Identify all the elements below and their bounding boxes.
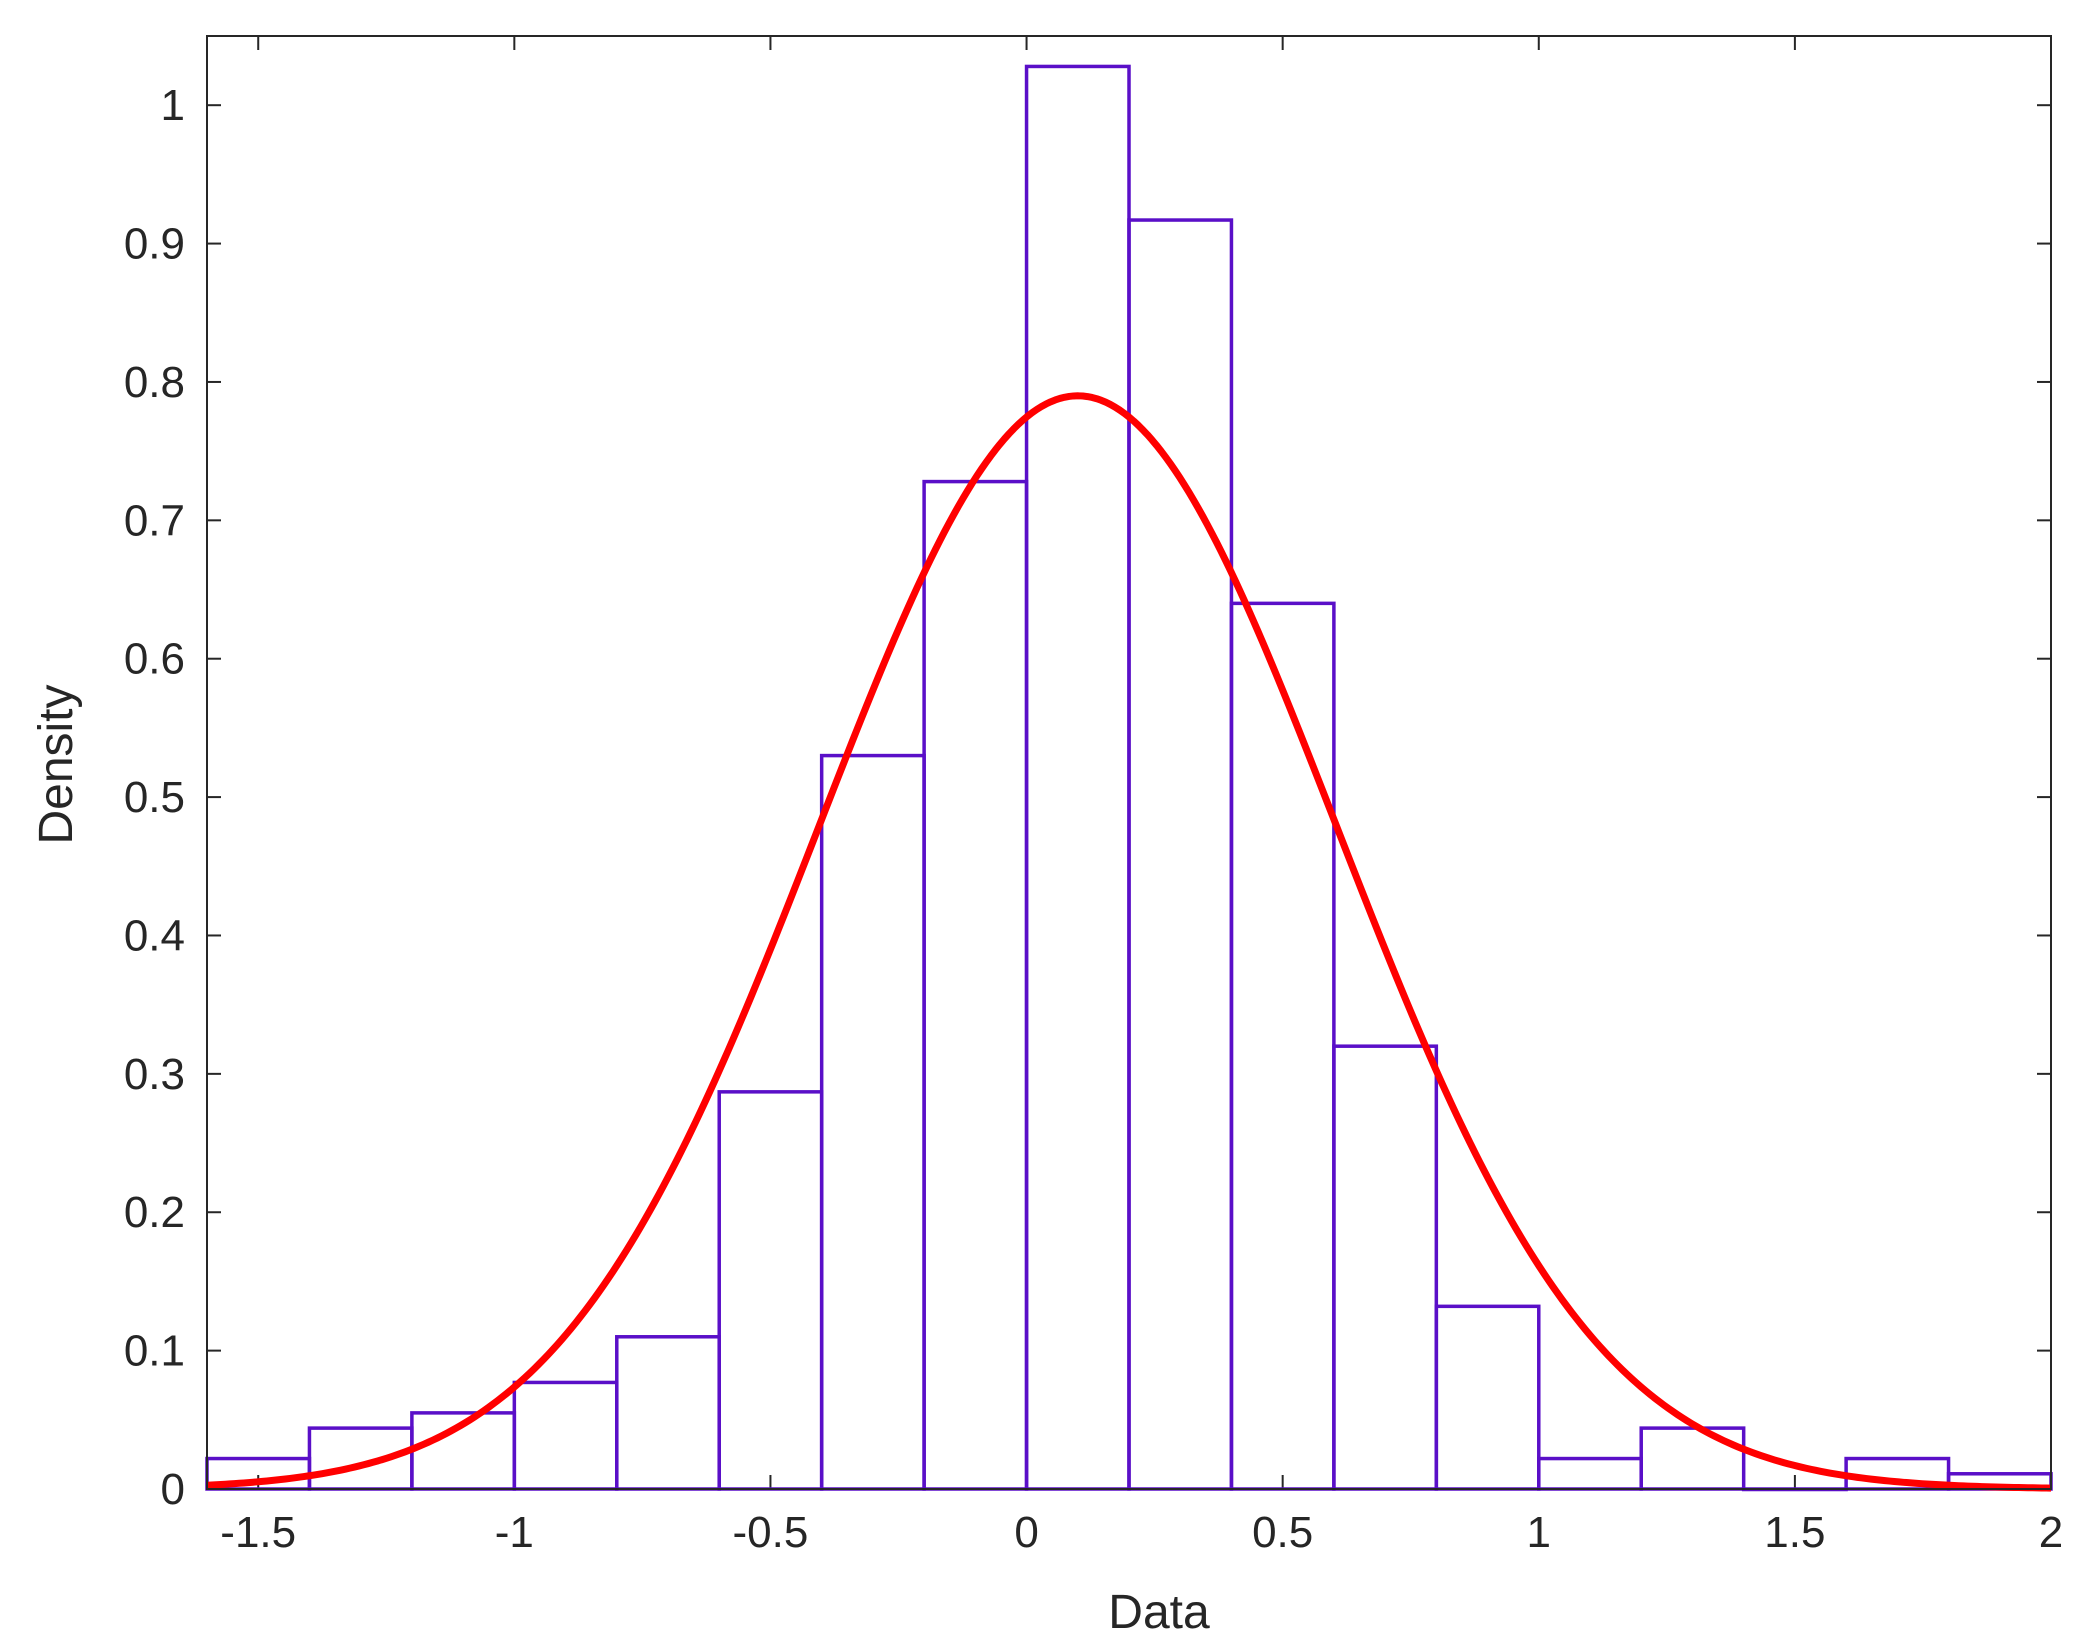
x-axis-label: Data [1108, 1586, 1210, 1639]
y-tick-label-0: 0 [161, 1465, 185, 1514]
x-tick-label-6: 1.5 [1764, 1508, 1825, 1557]
y-tick-label-7: 0.7 [124, 496, 185, 545]
histogram-bar-7 [922, 479, 1029, 1491]
y-tick-label-5: 0.5 [124, 773, 185, 822]
histogram-bar-10 [1229, 601, 1336, 1491]
x-tick-label-1: -1 [495, 1508, 534, 1557]
histogram-bar-4 [615, 1335, 721, 1491]
y-tick-label-2: 0.2 [124, 1188, 185, 1237]
y-tick-label-8: 0.8 [124, 358, 185, 407]
histogram-bar-8 [1024, 64, 1131, 1491]
histogram-bar-3 [512, 1380, 619, 1491]
y-tick-label-10: 1 [161, 81, 185, 130]
y-tick-label-4: 0.4 [124, 911, 185, 960]
histogram-bar-13 [1537, 1456, 1643, 1491]
x-tick-label-2: -0.5 [733, 1508, 809, 1557]
y-axis-label: Density [30, 684, 83, 844]
plot-frame [206, 35, 2052, 1490]
y-tick-label-6: 0.6 [124, 635, 185, 684]
fit-curve-layer [206, 392, 2052, 1492]
x-tick-labels: -1.5 -1 -0.5 0 0.5 1 1.5 2 [220, 1508, 2063, 1557]
histogram-bar-9 [1127, 218, 1234, 1491]
x-tick-label-7: 2 [2039, 1508, 2063, 1557]
y-tick-label-3: 0.3 [124, 1050, 185, 1099]
y-tick-labels: 0 0.1 0.2 0.3 0.4 0.5 0.6 0.7 0.8 0.9 1 [124, 81, 185, 1514]
histogram-bars [205, 64, 2053, 1492]
x-tick-label-4: 0.5 [1252, 1508, 1313, 1557]
y-tick-label-9: 0.9 [124, 220, 185, 269]
histogram-bar-14 [1639, 1426, 1746, 1491]
histogram-bar-12 [1434, 1304, 1541, 1491]
histogram-bar-6 [819, 753, 926, 1491]
normal-fit-curve [206, 392, 2052, 1492]
histogram-bar-5 [717, 1090, 824, 1491]
x-tick-label-0: -1.5 [220, 1508, 296, 1557]
y-tick-label-1: 0.1 [124, 1327, 185, 1376]
x-tick-label-3: 0 [1014, 1508, 1038, 1557]
x-tick-label-5: 1 [1527, 1508, 1551, 1557]
histogram-bar-11 [1332, 1044, 1439, 1491]
